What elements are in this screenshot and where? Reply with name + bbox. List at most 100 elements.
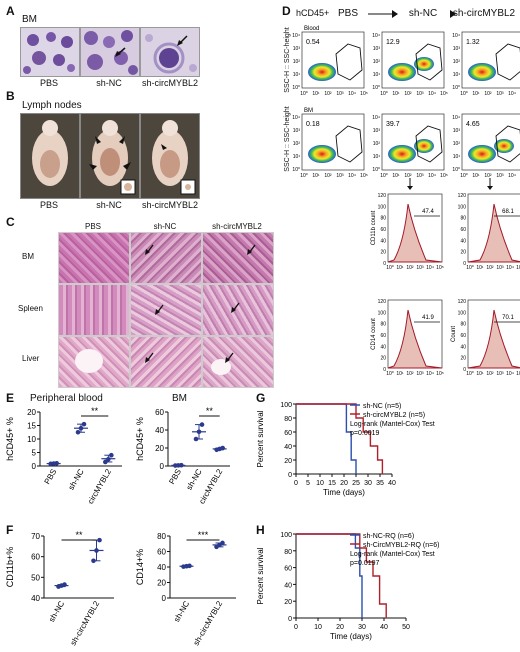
flow-ytick: 10¹ (293, 72, 301, 78)
histology-liver-sh-nc (130, 336, 202, 388)
flow-tissue-label: Blood (304, 26, 319, 32)
y-tick-label: 80 (157, 532, 166, 541)
histology-bm-sh-nc (130, 232, 202, 284)
panel-c-letter: C (6, 215, 15, 229)
histogram-label-bg (418, 206, 438, 214)
x-tick-label: 30 (364, 480, 372, 487)
histogram-ytick: 100 (378, 204, 387, 210)
data-point (75, 429, 81, 435)
histogram-label-bg (498, 206, 518, 214)
histogram-xtick: 10⁰ (386, 265, 394, 271)
data-point (62, 582, 67, 587)
y-tick-label: 60 (157, 548, 166, 557)
x-tick-label: 25 (352, 480, 360, 487)
y-axis-label: hCD45+ % (5, 417, 15, 461)
panel-d-arrow-1 (368, 10, 398, 18)
histogram-xtick: 10¹ (476, 265, 484, 271)
flow-density (308, 63, 336, 81)
flow-xtick: 10¹ (472, 173, 480, 179)
flow-xtick: 10³ (416, 91, 424, 97)
x-tick-label: 0 (294, 624, 298, 631)
histogram-xtick: 10² (406, 265, 414, 271)
flow-xtick: 10⁵ (360, 91, 368, 97)
x-tick-label: sh-circMYBL2 (192, 599, 225, 647)
panel-g-letter: G (256, 391, 266, 405)
y-tick-label: 40 (155, 426, 164, 435)
histogram-xtick: 10⁵ (516, 265, 520, 271)
y-axis-label: Percent survival (256, 410, 265, 467)
y-tick-label: 0 (288, 472, 292, 479)
x-tick-label: 0 (294, 480, 298, 487)
flow-ytick: 10³ (453, 46, 461, 52)
y-tick-label: 0 (288, 616, 292, 623)
panel-c-row-2: Spleen (18, 304, 43, 313)
flow-ytick: 10⁴ (372, 115, 380, 121)
panel-f-letter: F (6, 523, 14, 537)
panel-e-title-2: BM (172, 393, 187, 404)
panel-a-caption-2: sh-NC (96, 78, 122, 88)
panel-d-letter: D (282, 4, 291, 18)
histogram-ylabel: Count (451, 326, 457, 342)
histogram-ytick: 100 (458, 204, 467, 210)
flow-xtick: 10¹ (312, 91, 320, 97)
data-point (106, 456, 111, 462)
y-tick-label: 20 (284, 599, 292, 606)
flow-density (468, 145, 496, 163)
data-point (196, 429, 202, 435)
x-tick-label: sh-NC (185, 467, 204, 491)
x-tick-label: 10 (316, 480, 324, 487)
y-tick-label: 60 (284, 566, 292, 573)
histogram-xtick: 10⁴ (426, 371, 434, 377)
histogram-ytick: 80 (380, 216, 386, 222)
x-tick-label: 35 (376, 480, 384, 487)
data-point (220, 445, 225, 451)
panel-d-col-1: PBS (337, 8, 358, 19)
data-point (94, 548, 99, 553)
histogram-ytick: 60 (380, 227, 386, 233)
x-tick-label: PBS (167, 468, 183, 486)
flow-xtick: 10¹ (472, 91, 480, 97)
stat-text: p=0.0197 (350, 560, 379, 567)
y-tick-label: 0 (162, 594, 167, 603)
flow-gate-percent: 39.7 (386, 121, 400, 128)
stat-text: p=0.0019 (350, 430, 379, 437)
photo-mouse-pbs (20, 113, 80, 199)
histogram-xtick: 10¹ (396, 371, 404, 377)
x-tick-label: sh-circMYBL2 (69, 599, 102, 647)
flow-xtick: 10⁰ (380, 91, 388, 97)
flow-density-positive (414, 139, 434, 153)
flow-xtick: 10³ (336, 91, 344, 97)
y-tick-label: 0 (160, 462, 165, 471)
data-point (193, 436, 199, 442)
survival-curve (296, 403, 357, 474)
x-tick-label: 20 (336, 624, 344, 631)
data-point (103, 459, 108, 465)
flow-xtick: 10⁴ (348, 173, 356, 179)
histogram-ytick: 20 (380, 250, 386, 256)
legend-label: sh-circMYBL2 (n=5) (363, 412, 425, 419)
y-tick-label: 60 (155, 408, 164, 417)
y-tick-label: 5 (32, 449, 37, 458)
x-tick-label: 40 (380, 624, 388, 631)
flow-ytick: 10⁴ (292, 115, 300, 121)
x-tick-label: PBS (43, 468, 59, 486)
flow-ytick: 10² (453, 141, 461, 147)
legend-label: sh-NC-RQ (n=6) (363, 533, 414, 540)
flow-ytick: 10¹ (373, 72, 381, 78)
histology-spleen-sh-circmybl2 (202, 284, 274, 336)
histogram-ytick: 0 (463, 367, 466, 373)
panel-b-title: Lymph nodes (22, 100, 82, 111)
flow-plot-frame (301, 113, 365, 171)
histogram-ytick: 120 (378, 299, 387, 305)
panel-d-col-3: sh-circMYBL2 (452, 8, 516, 19)
flow-ytick: 10⁰ (372, 85, 380, 91)
y-axis-label: hCD45+ % (135, 417, 145, 461)
flow-ytick: 10² (373, 59, 381, 65)
flow-xtick: 10⁴ (348, 91, 356, 97)
x-tick-label: 20 (340, 480, 348, 487)
histogram-ytick: 120 (458, 299, 467, 305)
x-tick-label: sh-NC (47, 599, 66, 623)
panel-c-col-3: sh-circMYBL2 (212, 222, 262, 231)
histogram-gate-percent: 68.1 (502, 209, 514, 215)
